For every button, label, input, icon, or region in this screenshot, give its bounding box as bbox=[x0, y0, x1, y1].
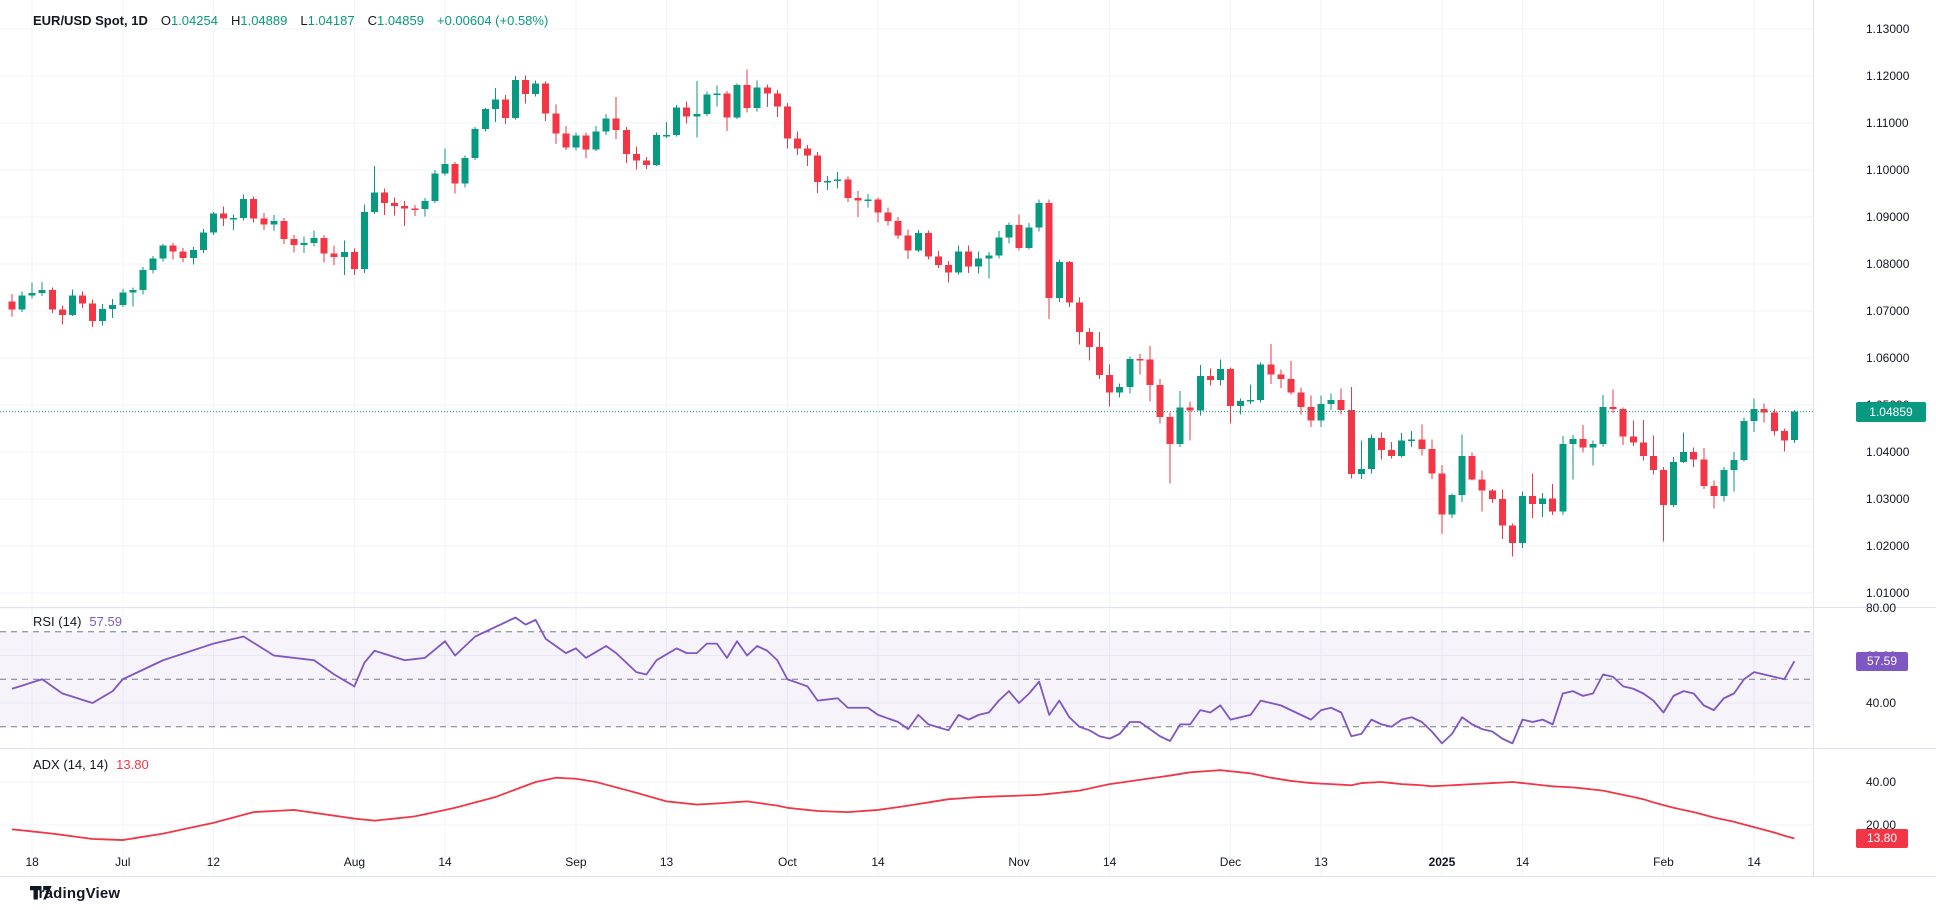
ohlc-close: C1.04859 bbox=[367, 13, 424, 28]
time-axis-label: Dec bbox=[1219, 855, 1242, 869]
adx-axis-label: 40.00 bbox=[1866, 775, 1897, 789]
price-axis-label: 1.08000 bbox=[1866, 257, 1910, 271]
rsi-title: RSI (14) bbox=[33, 614, 82, 629]
time-axis-label: 2025 bbox=[1428, 855, 1456, 869]
time-axis-label: Oct bbox=[778, 855, 797, 869]
ohlc-open: O1.04254 bbox=[160, 13, 218, 28]
price-axis-label: 1.10000 bbox=[1866, 163, 1910, 177]
price-axis-label: 1.12000 bbox=[1866, 69, 1910, 83]
adx-title: ADX (14, 14) bbox=[33, 757, 109, 772]
symbol-header: EUR/USD Spot, 1D O1.04254 H1.04889 L1.04… bbox=[33, 13, 548, 28]
tradingview-logo-text: TradingView bbox=[30, 885, 121, 902]
time-axis-label: 14 bbox=[1515, 855, 1530, 869]
price-axis-label: 1.03000 bbox=[1866, 492, 1910, 506]
ohlc-low: L1.04187 bbox=[300, 13, 355, 28]
price-axis-label: 1.04000 bbox=[1866, 445, 1910, 459]
time-axis-label: 12 bbox=[206, 855, 221, 869]
ohlc-high: H1.04889 bbox=[230, 13, 288, 28]
rsi-axis-label: 40.00 bbox=[1866, 696, 1897, 710]
time-axis-label: 13 bbox=[1314, 855, 1328, 869]
adx-value: 13.80 bbox=[116, 757, 149, 772]
tradingview-logo[interactable]: TradingView bbox=[30, 885, 120, 902]
time-axis-label: Sep bbox=[565, 855, 587, 869]
adx-axis-label: 20.00 bbox=[1866, 818, 1897, 832]
rsi-axis-label: 80.00 bbox=[1866, 601, 1897, 615]
time-axis-label: 18 bbox=[25, 855, 39, 869]
price-axis[interactable] bbox=[1813, 0, 1936, 876]
time-axis-label: 14 bbox=[1747, 855, 1761, 869]
time-axis-label: Nov bbox=[1008, 855, 1030, 869]
rsi-legend[interactable]: RSI (14) 57.59 bbox=[33, 614, 122, 629]
time-axis[interactable] bbox=[0, 848, 1813, 876]
adx-legend[interactable]: ADX (14, 14) 13.80 bbox=[33, 757, 149, 772]
time-axis-label: 14 bbox=[1102, 855, 1117, 869]
price-axis-label: 1.01000 bbox=[1866, 586, 1910, 600]
adx-value-badge: 13.80 bbox=[1856, 828, 1908, 848]
rsi-value-badge: 57.59 bbox=[1856, 651, 1908, 671]
time-axis-label: 13 bbox=[659, 855, 674, 869]
tradingview-logo-icon bbox=[30, 886, 52, 900]
time-axis-label: 14 bbox=[438, 855, 452, 869]
price-axis-label: 1.06000 bbox=[1866, 351, 1910, 365]
time-axis-label: 14 bbox=[871, 855, 885, 869]
price-axis-label: 1.07000 bbox=[1866, 304, 1910, 318]
symbol-title[interactable]: EUR/USD Spot, 1D bbox=[33, 13, 148, 28]
time-axis-label: Aug bbox=[343, 855, 366, 869]
rsi-value: 57.59 bbox=[89, 614, 122, 629]
price-axis-label: 1.02000 bbox=[1866, 539, 1910, 553]
time-axis-label: Feb bbox=[1653, 855, 1674, 869]
price-axis-label: 1.13000 bbox=[1866, 22, 1910, 36]
last-price-badge: 1.04859 bbox=[1856, 401, 1926, 422]
time-axis-label: Jul bbox=[115, 855, 131, 869]
price-axis-label: 1.09000 bbox=[1866, 210, 1910, 224]
change-value: +0.00604 (+0.58%) bbox=[436, 13, 549, 28]
price-axis-label: 1.11000 bbox=[1866, 116, 1909, 130]
